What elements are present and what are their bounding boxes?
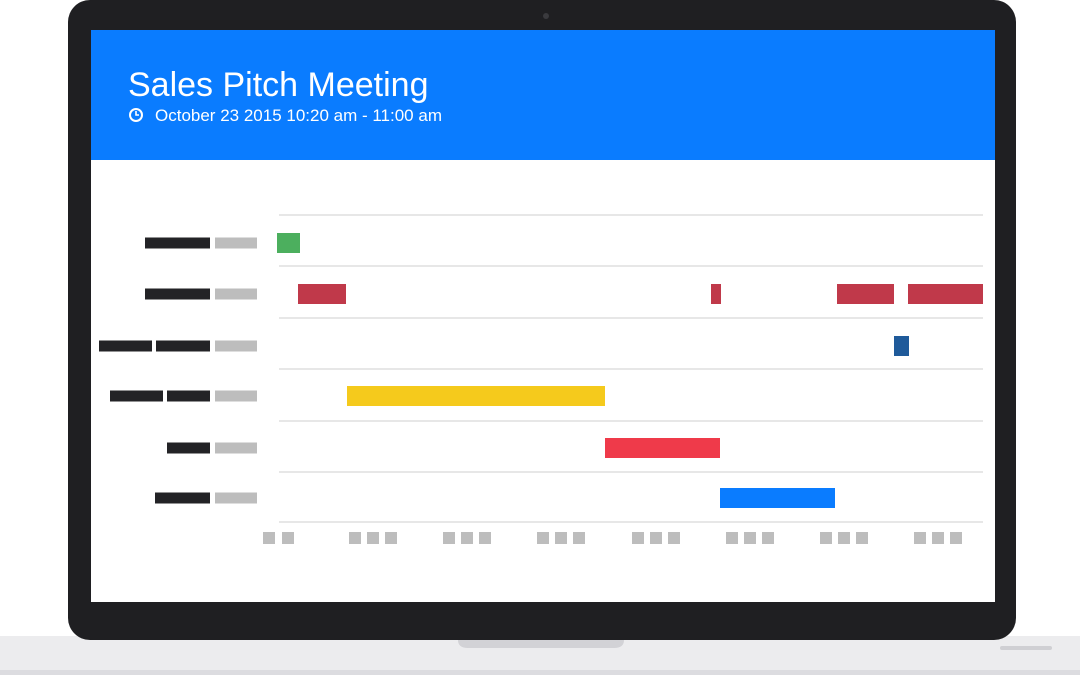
tick-placeholder bbox=[555, 532, 567, 544]
row-label-placeholder bbox=[145, 237, 210, 249]
tick-placeholder bbox=[762, 532, 774, 544]
tick-placeholder bbox=[838, 532, 850, 544]
tick-placeholder bbox=[650, 532, 662, 544]
timeline-bar bbox=[894, 336, 909, 356]
tick-placeholder bbox=[856, 532, 868, 544]
tick-placeholder bbox=[537, 532, 549, 544]
meeting-time: October 23 2015 10:20 am - 11:00 am bbox=[155, 106, 442, 125]
tick-placeholder bbox=[914, 532, 926, 544]
clock-hands bbox=[135, 111, 139, 116]
timeline-bar bbox=[908, 284, 983, 304]
timeline-bar bbox=[277, 233, 300, 253]
camera bbox=[543, 13, 549, 19]
row-label-placeholder bbox=[145, 288, 210, 300]
tick-placeholder bbox=[443, 532, 455, 544]
base-slot bbox=[1000, 646, 1052, 650]
base-edge bbox=[0, 670, 1080, 675]
tick-placeholder bbox=[385, 532, 397, 544]
row-label-placeholder bbox=[110, 390, 163, 402]
row-label-placeholder bbox=[156, 340, 210, 352]
tick-placeholder bbox=[820, 532, 832, 544]
timeline-bar bbox=[711, 284, 721, 304]
row-sublabel-placeholder bbox=[215, 340, 257, 352]
timeline-bar bbox=[347, 386, 605, 406]
tick-placeholder bbox=[349, 532, 361, 544]
row-sublabel-placeholder bbox=[215, 288, 257, 300]
tick-placeholder bbox=[932, 532, 944, 544]
tick-placeholder bbox=[950, 532, 962, 544]
header-bar bbox=[91, 30, 995, 160]
row-sublabel-placeholder bbox=[215, 492, 257, 504]
row-label-placeholder bbox=[167, 442, 210, 454]
tick-placeholder bbox=[479, 532, 491, 544]
tick-placeholder bbox=[573, 532, 585, 544]
tick-placeholder bbox=[744, 532, 756, 544]
timeline-bar bbox=[837, 284, 894, 304]
row-label-placeholder bbox=[155, 492, 210, 504]
tick-placeholder bbox=[726, 532, 738, 544]
tick-placeholder bbox=[282, 532, 294, 544]
meeting-title: Sales Pitch Meeting bbox=[128, 66, 429, 104]
tick-placeholder bbox=[367, 532, 379, 544]
clock-icon bbox=[129, 108, 143, 122]
clock-face bbox=[129, 108, 143, 122]
timeline-bar bbox=[605, 438, 720, 458]
row-label-placeholder bbox=[167, 390, 210, 402]
tick-placeholder bbox=[263, 532, 275, 544]
row-sublabel-placeholder bbox=[215, 390, 257, 402]
tick-placeholder bbox=[668, 532, 680, 544]
timeline bbox=[99, 214, 983, 544]
row-label-placeholder bbox=[99, 340, 152, 352]
timeline-bar bbox=[298, 284, 346, 304]
tick-placeholder bbox=[461, 532, 473, 544]
row-sublabel-placeholder bbox=[215, 442, 257, 454]
tick-placeholder bbox=[632, 532, 644, 544]
row-sublabel-placeholder bbox=[215, 237, 257, 249]
timeline-bar bbox=[720, 488, 835, 508]
